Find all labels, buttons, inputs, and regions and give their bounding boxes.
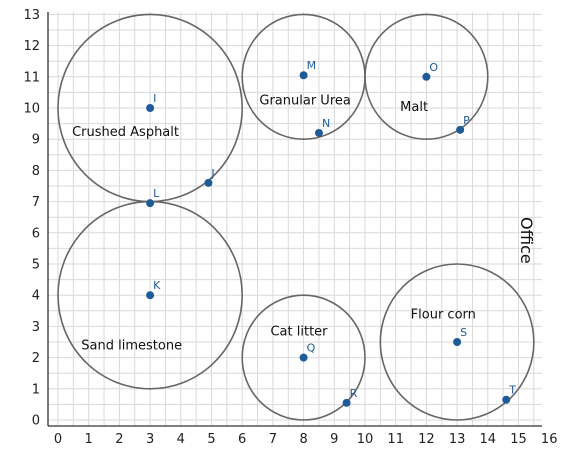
x-tick-label: 10 bbox=[357, 432, 374, 447]
y-tick-label: 11 bbox=[23, 70, 40, 85]
region-label: Flour corn bbox=[411, 307, 476, 322]
point-marker bbox=[314, 128, 323, 137]
y-tick-label: 2 bbox=[32, 351, 40, 366]
y-tick-label: 9 bbox=[32, 133, 40, 148]
point-marker bbox=[342, 398, 351, 407]
region-label: Sand limestone bbox=[81, 339, 182, 354]
point-label: O bbox=[429, 61, 438, 74]
region-label: Crushed Asphalt bbox=[72, 125, 179, 140]
tick-labels: 0 1 2 3 4 5 6 7 8 9 10 11 12 13 14 15 160123456789101112… bbox=[23, 8, 557, 447]
y-tick-label: 6 bbox=[32, 226, 40, 241]
x-tick-label: 14 bbox=[480, 432, 497, 447]
point-marker bbox=[422, 72, 431, 81]
y-tick-label: 8 bbox=[32, 164, 40, 179]
region-label: Cat litter bbox=[270, 325, 328, 340]
y-tick-label: 1 bbox=[32, 382, 40, 397]
y-tick-label: 4 bbox=[32, 289, 40, 304]
x-tick-label: 8 bbox=[299, 432, 307, 447]
x-tick-label: 13 bbox=[449, 432, 466, 447]
y-tick-label: 13 bbox=[23, 8, 40, 23]
x-tick-label: 6 bbox=[238, 432, 246, 447]
point-label: P bbox=[463, 114, 470, 127]
grid-lines bbox=[48, 12, 542, 426]
point-label: S bbox=[460, 326, 467, 339]
point-label: T bbox=[508, 384, 516, 397]
point-label: M bbox=[307, 59, 317, 72]
y-tick-label: 5 bbox=[32, 258, 40, 273]
x-tick-label: 5 bbox=[207, 432, 215, 447]
region-label: Granular Urea bbox=[259, 94, 350, 109]
point-marker bbox=[204, 178, 213, 187]
x-tick-label: 1 bbox=[85, 432, 93, 447]
point-markers: I J L M N O P K Q R S T bbox=[146, 59, 516, 407]
y-tick-label: 3 bbox=[32, 320, 40, 335]
region-circle bbox=[241, 294, 366, 421]
region-circle bbox=[364, 13, 489, 141]
region-label: Malt bbox=[400, 100, 428, 115]
region-circle bbox=[379, 263, 535, 421]
x-tick-label: 2 bbox=[115, 432, 123, 447]
point-marker bbox=[502, 395, 511, 404]
x-tick-label: 11 bbox=[387, 432, 404, 447]
x-tick-label: 12 bbox=[418, 432, 435, 447]
point-marker bbox=[146, 104, 155, 112]
office-label: Office bbox=[517, 217, 536, 264]
point-label: J bbox=[210, 167, 214, 180]
point-label: Q bbox=[307, 342, 316, 355]
point-label: L bbox=[153, 187, 160, 200]
axes bbox=[47, 12, 542, 427]
point-label: R bbox=[350, 387, 358, 400]
x-tick-label: 4 bbox=[177, 432, 185, 447]
x-tick-label: 16 bbox=[541, 432, 558, 447]
point-marker bbox=[453, 338, 462, 346]
y-tick-label: 12 bbox=[23, 39, 40, 54]
x-tick-label: 0 bbox=[54, 432, 62, 447]
y-tick-label: 7 bbox=[32, 195, 40, 210]
region-labels: Crushed Asphalt Granular Urea Malt Sand lim… bbox=[72, 94, 476, 354]
y-tick-label: 0 bbox=[32, 414, 40, 429]
point-label: N bbox=[322, 117, 330, 130]
x-tick-label: 3 bbox=[146, 432, 154, 447]
point-marker bbox=[146, 199, 155, 208]
point-marker bbox=[299, 71, 308, 80]
point-marker bbox=[146, 291, 155, 300]
point-label: K bbox=[153, 279, 161, 292]
x-tick-label: 9 bbox=[330, 432, 338, 447]
point-marker bbox=[299, 353, 308, 362]
point-label: I bbox=[153, 92, 156, 105]
x-tick-label: 7 bbox=[269, 432, 277, 447]
point-marker bbox=[456, 125, 465, 134]
y-tick-label: 10 bbox=[23, 102, 40, 117]
x-tick-label: 15 bbox=[510, 432, 527, 447]
